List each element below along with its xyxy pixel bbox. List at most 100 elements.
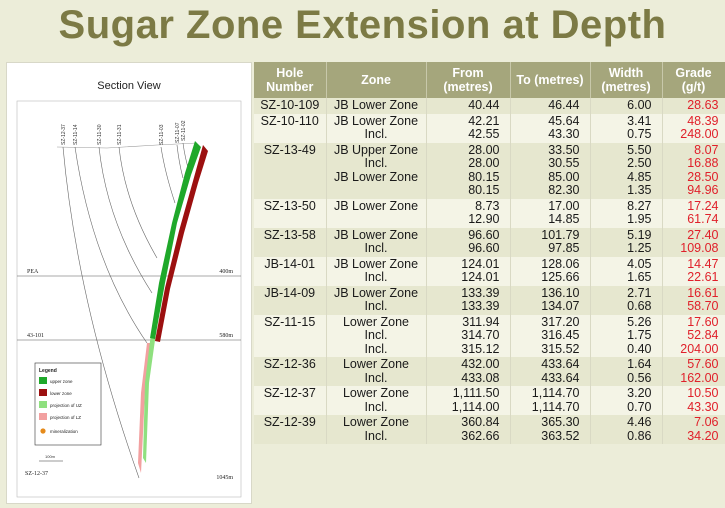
cell-from-line: 80.15: [468, 183, 500, 197]
cell-width: 4.46 0.86: [590, 415, 663, 444]
cell-zone-line: Incl.: [364, 156, 388, 170]
cell-from-line: 1,114.00: [451, 399, 500, 414]
cell-to: 101.79 97.85: [510, 227, 591, 257]
cell-to-line: 101.79: [541, 227, 580, 242]
cell-to: 46.44: [510, 98, 591, 114]
table-row: JB-14-01 JB Lower Zone Incl. 124.01 124.01 12…: [254, 256, 725, 286]
cell-width-line: 5.26: [627, 314, 652, 329]
cell-hole-number: SZ-13-58: [254, 227, 327, 257]
cell-zone-line: [329, 184, 424, 198]
cell-from-line: 80.15: [468, 169, 500, 184]
cell-grade: 17.24 61.74: [662, 198, 725, 228]
cell-width-line: 0.86: [627, 428, 652, 443]
table-row: SZ-10-109 JB Lower Zone 40.44 46.44 6.00 28.6…: [254, 98, 725, 114]
cell-to: 1,114.70 1,114.70: [510, 386, 591, 415]
cell-from: 8.73 12.90: [426, 198, 511, 228]
table-row: SZ-10-110 JB Lower Zone Incl. 42.21 42.55 45.…: [254, 113, 725, 143]
cell-to: 433.64 433.64: [510, 357, 591, 386]
cell-zone: JB Lower Zone Incl.: [326, 227, 427, 257]
upper-zone-band: [150, 141, 201, 339]
cell-width-line: 3.41: [627, 113, 652, 128]
cell-zone-line: Incl.: [364, 370, 388, 385]
cell-hole-number: SZ-10-109: [254, 98, 327, 114]
cell-width-line: 0.68: [627, 299, 652, 313]
hole-label: SZ-11-03: [159, 124, 165, 145]
cell-to-line: 316.45: [541, 328, 580, 342]
cell-hole-number: SZ-11-15: [254, 314, 327, 357]
cell-to: 33.50 30.55 85.00 82.30: [510, 142, 591, 199]
cell-width-line: 5.50: [627, 142, 652, 157]
cell-hole-number: SZ-13-50: [254, 198, 327, 228]
legend-title: Legend: [39, 368, 57, 374]
cell-grade: 27.40 109.08: [662, 227, 725, 257]
cell-width-line: 1.75: [627, 328, 652, 342]
cell-to-line: 317.20: [541, 314, 580, 329]
cell-zone-line: JB Upper Zone: [333, 142, 419, 157]
cell-zone-line: JB Lower Zone: [333, 113, 419, 128]
cell-width: 4.05 1.65: [590, 256, 663, 286]
cell-grade-line: 94.96: [687, 183, 719, 197]
drillhole-trace: [98, 146, 153, 294]
drillhole-trace: [176, 144, 184, 179]
cell-grade-line: 8.07: [694, 142, 719, 157]
drillhole-trace: [118, 146, 158, 259]
header-from: From (metres): [426, 62, 511, 98]
cell-to-line: 97.85: [548, 241, 580, 255]
table-row: SZ-12-39 Lower Zone Incl. 360.84 362.66 365.3…: [254, 415, 725, 444]
cell-from-line: 360.84: [461, 415, 500, 429]
level-label: SZ-12-37: [25, 471, 48, 477]
cell-zone: Lower Zone Incl.: [326, 357, 427, 386]
cell-width-line: 1.25: [627, 241, 652, 255]
legend-swatch-upper: [39, 377, 47, 384]
cell-to-line: 17.00: [548, 198, 580, 213]
cell-grade-line: 43.30: [687, 399, 719, 414]
section-view-figure: Section View SZ-12-37 SZ-11-14 SZ-11-30 …: [6, 62, 252, 504]
level-label: PEA: [27, 269, 39, 275]
header-to: To (metres): [510, 62, 591, 98]
cell-from: 124.01 124.01: [426, 256, 511, 286]
cell-from: 1,111.50 1,114.00: [426, 386, 511, 415]
cell-zone: JB Upper Zone Incl. JB Lower Zone: [326, 142, 427, 199]
cell-to-line: 365.30: [541, 415, 580, 429]
cell-hole-number: SZ-13-49: [254, 142, 327, 199]
cell-width-line: 1.65: [627, 270, 652, 284]
cell-width-line: 2.71: [627, 285, 652, 300]
level-label: 43-101: [27, 333, 44, 339]
cell-zone-line: Incl.: [364, 127, 388, 141]
cell-grade-line: 109.08: [680, 241, 719, 255]
cell-width: 1.64 0.56: [590, 357, 663, 386]
cell-width: 5.19 1.25: [590, 227, 663, 257]
cell-grade-line: 248.00: [680, 127, 719, 141]
cell-grade-line: 28.50: [687, 169, 719, 184]
surface-line: [56, 142, 198, 149]
cell-zone-line: Incl.: [364, 299, 388, 313]
cell-zone: Lower Zone Incl.: [326, 386, 427, 415]
cell-hole-number: SZ-10-110: [254, 113, 327, 143]
header-zone: Zone: [326, 62, 427, 98]
cell-grade-line: 14.47: [687, 256, 719, 271]
cell-width: 3.41 0.75: [590, 113, 663, 143]
cell-width-line: 8.27: [627, 198, 652, 213]
cell-width: 3.20 0.70: [590, 386, 663, 415]
header-width: Width (metres): [590, 62, 663, 98]
drillhole-trace: [74, 146, 148, 344]
cell-grade: 10.50 43.30: [662, 386, 725, 415]
cell-to-line: 33.50: [548, 142, 580, 157]
cell-zone: Lower Zone Incl.: [326, 415, 427, 444]
cell-from-line: 432.00: [461, 357, 500, 371]
cell-hole-number: SZ-12-36: [254, 357, 327, 386]
cell-from-line: 362.66: [461, 428, 500, 443]
cell-from-line: 40.44: [468, 98, 500, 112]
cell-from: 28.00 28.00 80.15 80.15: [426, 142, 511, 199]
cell-zone-line: Incl.: [364, 328, 388, 342]
cell-zone-line: JB Lower Zone: [333, 169, 419, 184]
cell-zone-line: [329, 213, 424, 227]
cell-to-line: 136.10: [541, 285, 580, 300]
cell-from-line: 28.00: [468, 156, 500, 170]
cell-from-line: 124.01: [461, 270, 500, 284]
cell-from-line: 12.90: [468, 212, 500, 226]
header-hole-number: Hole Number: [254, 62, 327, 98]
cell-width-line: 6.00: [627, 98, 652, 112]
cell-zone-line: Lower Zone: [342, 386, 409, 400]
cell-to: 365.30 363.52: [510, 415, 591, 444]
